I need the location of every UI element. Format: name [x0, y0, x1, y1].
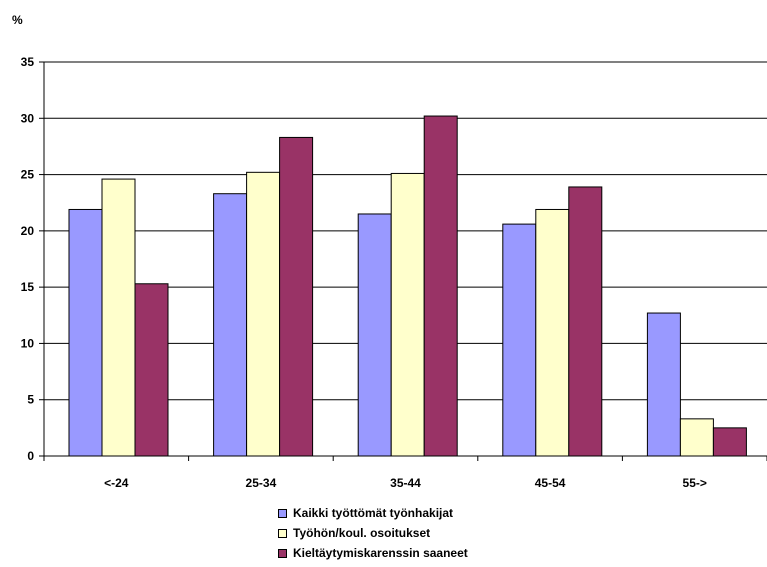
x-tick-label: 35-44 [390, 476, 421, 490]
axes [39, 61, 767, 461]
bar-2-4 [535, 208, 570, 457]
bar-2-1 [101, 178, 136, 457]
bar-1-4 [502, 223, 537, 457]
y-tick-label: 35 [21, 55, 35, 69]
bar-2-5 [679, 418, 714, 457]
x-tick-label: 55-> [683, 476, 707, 490]
bar-1-2 [213, 193, 248, 457]
legend-item-series-3: Kieltäytymiskarenssin saaneet [278, 543, 468, 563]
bar-3-4 [568, 186, 603, 457]
bar-3-1 [134, 283, 169, 457]
bar-1-3 [357, 213, 392, 457]
legend-label-series-2: Työhön/koul. osoitukset [293, 526, 431, 540]
legend-swatch-series-3 [278, 548, 287, 558]
y-axis-label: % [12, 13, 23, 27]
legend-item-series-1: Kaikki työttömät työnhakijat [278, 503, 468, 523]
y-tick-label: 5 [27, 393, 34, 407]
y-tick-label: 25 [21, 168, 35, 182]
legend-swatch-series-1 [278, 508, 287, 518]
bar-2-3 [390, 172, 425, 457]
x-tick-label: <-24 [104, 476, 129, 490]
bar-1-5 [646, 312, 681, 457]
y-tick-label: 15 [21, 280, 35, 294]
bar-3-2 [279, 136, 314, 457]
y-tick-label: 10 [21, 336, 35, 350]
bar-2-2 [246, 171, 281, 457]
bar-3-5 [712, 427, 747, 457]
y-tick-label: 30 [21, 111, 35, 125]
y-tick-label: 20 [21, 224, 35, 238]
x-tick-label: 45-54 [535, 476, 566, 490]
legend: Kaikki työttömät työnhakijat Työhön/koul… [278, 503, 468, 563]
y-tick-label: 0 [27, 449, 34, 463]
legend-label-series-1: Kaikki työttömät työnhakijat [293, 506, 454, 520]
legend-label-series-3: Kieltäytymiskarenssin saaneet [293, 546, 468, 560]
bar-3-3 [423, 115, 458, 457]
legend-item-series-2: Työhön/koul. osoitukset [278, 523, 468, 543]
x-tick-label: 25-34 [246, 476, 277, 490]
tick-labels: 0 5 10 15 20 25 30 35 <-24 25-34 35-44 45-54 55-> [21, 55, 707, 490]
legend-swatch-series-2 [278, 528, 287, 538]
bar-1-1 [68, 208, 103, 457]
bars [68, 115, 747, 457]
